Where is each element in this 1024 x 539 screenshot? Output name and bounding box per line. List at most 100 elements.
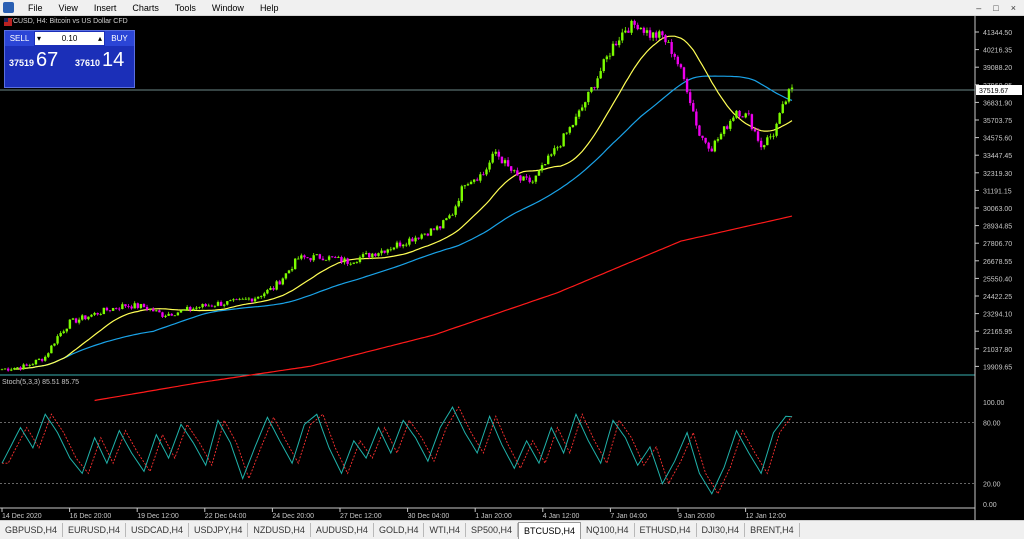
candle-body <box>744 113 747 118</box>
candle-body <box>10 369 13 371</box>
price-tick-label: 39088.20 <box>983 65 1012 72</box>
time-tick-label: 24 Dec 20:00 <box>272 513 314 520</box>
candle-body <box>192 308 195 311</box>
candle-body <box>698 125 701 136</box>
time-tick-label: 27 Dec 12:00 <box>340 513 382 520</box>
candle-body <box>596 78 599 88</box>
stoch-axis-label: 0.00 <box>983 502 997 509</box>
minimize-icon[interactable]: – <box>976 2 982 13</box>
menu-tools[interactable]: Tools <box>174 2 196 13</box>
price-tick-label: 21037.80 <box>983 347 1012 354</box>
restore-icon[interactable]: □ <box>993 2 999 13</box>
chart-symbol-title: BTCUSD, H4: Bitcoin vs US Dollar CFD <box>4 18 128 26</box>
candle-body <box>525 176 528 178</box>
chart-tab-gbpusd-h4[interactable]: GBPUSD,H4 <box>0 523 64 537</box>
candle-body <box>398 242 402 247</box>
chart-tab-nzdusd-h4[interactable]: NZDUSD,H4 <box>248 523 311 537</box>
chart-tab-gold-h4[interactable]: GOLD,H4 <box>374 523 425 537</box>
candle-body <box>293 258 297 270</box>
candle-body <box>68 319 72 329</box>
chart-tab-audusd-h4[interactable]: AUDUSD,H4 <box>311 523 374 537</box>
candle-body <box>173 315 177 317</box>
chart-tab-brent-h4[interactable]: BRENT,H4 <box>745 523 800 537</box>
ask-quote[interactable]: 37610 14 <box>75 49 124 72</box>
candle-body <box>37 359 41 360</box>
time-tick-label: 7 Jan 04:00 <box>610 513 647 520</box>
candle-body <box>300 255 303 259</box>
chart-tab-nq100-h4[interactable]: NQ100,H4 <box>581 523 635 537</box>
menu-file[interactable]: File <box>28 2 43 13</box>
candle-body <box>189 306 192 311</box>
chart-window[interactable]: 41344.5040216.3539088.2037960.0536831.90… <box>0 16 1024 520</box>
candle-body <box>269 287 272 290</box>
candle-body <box>389 249 393 251</box>
bid-quote[interactable]: 37519 67 <box>9 49 58 72</box>
candle-body <box>219 302 223 306</box>
candle-body <box>692 103 695 112</box>
chart-tab-usdjpy-h4[interactable]: USDJPY,H4 <box>189 523 249 537</box>
candle-body <box>253 298 257 302</box>
candle-body <box>232 299 235 301</box>
candle-body <box>439 226 442 229</box>
candle-body <box>602 59 605 72</box>
candle-body <box>476 179 479 181</box>
candle-body <box>201 304 204 308</box>
candle-body <box>556 147 559 149</box>
candle-body <box>497 151 501 157</box>
price-tick-label: 30063.00 <box>983 206 1012 213</box>
menu-help[interactable]: Help <box>259 2 279 13</box>
candle-body <box>324 259 328 261</box>
candle-body <box>195 307 198 309</box>
candle-body <box>44 356 47 361</box>
menu-view[interactable]: View <box>58 2 78 13</box>
candle-body <box>278 281 281 285</box>
candle-body <box>778 113 781 124</box>
price-tick-label: 24422.25 <box>983 294 1012 301</box>
lot-increase-icon[interactable]: ▴ <box>97 34 102 43</box>
chart-tab-usdcad-h4[interactable]: USDCAD,H4 <box>126 523 190 537</box>
candle-body <box>769 136 772 138</box>
chart-tab-dji30-h4[interactable]: DJI30,H4 <box>697 523 746 537</box>
close-icon[interactable]: × <box>1010 2 1016 13</box>
candle-body <box>226 301 229 305</box>
candle-body <box>417 237 420 239</box>
candle-body <box>759 140 763 148</box>
bid-price-prefix: 37519 <box>9 58 35 68</box>
candle-body <box>306 257 309 259</box>
chart-tab-wti-h4[interactable]: WTI,H4 <box>424 523 466 537</box>
candle-body <box>229 300 232 302</box>
candle-body <box>587 91 590 103</box>
chart-tab-ethusd-h4[interactable]: ETHUSD,H4 <box>635 523 697 537</box>
menu-window[interactable]: Window <box>211 2 244 13</box>
candle-body <box>216 302 220 306</box>
menu-charts[interactable]: Charts <box>132 2 159 13</box>
candle-body <box>500 156 504 164</box>
candle-body <box>139 304 143 308</box>
candle-body <box>506 160 510 167</box>
candle-body <box>81 315 84 320</box>
candle-body <box>77 319 81 323</box>
sell-button[interactable]: SELL <box>5 31 34 46</box>
candle-body <box>469 181 473 185</box>
buy-button[interactable]: BUY <box>105 31 134 46</box>
candle-body <box>334 257 337 258</box>
candle-body <box>642 27 646 33</box>
time-tick-label: 12 Jan 12:00 <box>746 513 787 520</box>
lot-decrease-icon[interactable]: ▾ <box>37 34 42 43</box>
chart-tab-eurusd-h4[interactable]: EURUSD,H4 <box>63 523 127 537</box>
candle-body <box>340 256 343 263</box>
menu-insert[interactable]: Insert <box>93 2 117 13</box>
candle-body <box>442 220 445 229</box>
lot-size-input[interactable]: ▾ 0.10 ▴ <box>35 32 104 45</box>
candle-body <box>0 369 4 371</box>
chart-tab-sp500-h4[interactable]: SP500,H4 <box>466 523 518 537</box>
candle-body <box>716 139 720 141</box>
price-tick-label: 28934.85 <box>983 224 1012 231</box>
chart-tab-btcusd-h4[interactable]: BTCUSD,H4 <box>517 522 581 539</box>
candle-body <box>491 153 494 163</box>
candle-body <box>713 140 717 152</box>
price-chart[interactable]: 41344.5040216.3539088.2037960.0536831.90… <box>0 16 1024 520</box>
candle-body <box>133 303 136 309</box>
time-tick-label: 30 Dec 04:00 <box>408 513 450 520</box>
candle-body <box>152 308 155 312</box>
